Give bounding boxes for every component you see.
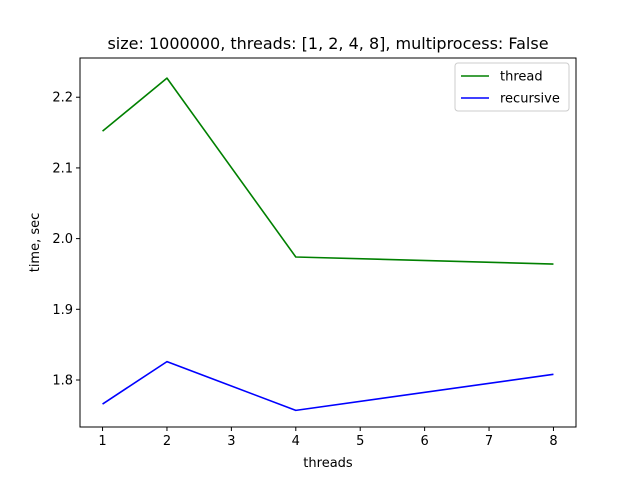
chart-title: size: 1000000, threads: [1, 2, 4, 8], mu… xyxy=(107,34,548,53)
x-axis-label: threads xyxy=(303,456,353,471)
x-tick-label: 8 xyxy=(549,434,557,449)
x-tick-label: 6 xyxy=(420,434,428,449)
legend: thread recursive xyxy=(454,62,570,112)
series-line-recursive xyxy=(102,360,554,412)
plot-area-frame xyxy=(79,57,577,428)
y-tick-label: 2.0 xyxy=(52,232,73,247)
y-tick-label: 2.1 xyxy=(52,161,73,176)
legend-label-recursive: recursive xyxy=(500,92,560,107)
x-tick-label: 1 xyxy=(98,434,106,449)
series-line-thread xyxy=(102,77,554,265)
y-axis: 1.8 1.9 2.0 2.1 2.2 xyxy=(52,91,80,388)
y-axis-label: time, sec xyxy=(28,213,43,273)
y-tick-label: 1.9 xyxy=(52,303,73,318)
x-axis: 1 2 3 4 5 6 7 8 xyxy=(98,427,558,449)
x-tick-label: 7 xyxy=(485,434,493,449)
legend-box xyxy=(454,62,570,112)
y-tick-label: 2.2 xyxy=(52,91,73,106)
y-tick-label: 1.8 xyxy=(52,373,73,388)
x-tick-label: 5 xyxy=(356,434,364,449)
series-layer xyxy=(102,77,554,412)
x-tick-label: 3 xyxy=(227,434,235,449)
x-tick-label: 2 xyxy=(163,434,171,449)
x-tick-label: 4 xyxy=(292,434,300,449)
legend-label-thread: thread xyxy=(500,70,543,85)
